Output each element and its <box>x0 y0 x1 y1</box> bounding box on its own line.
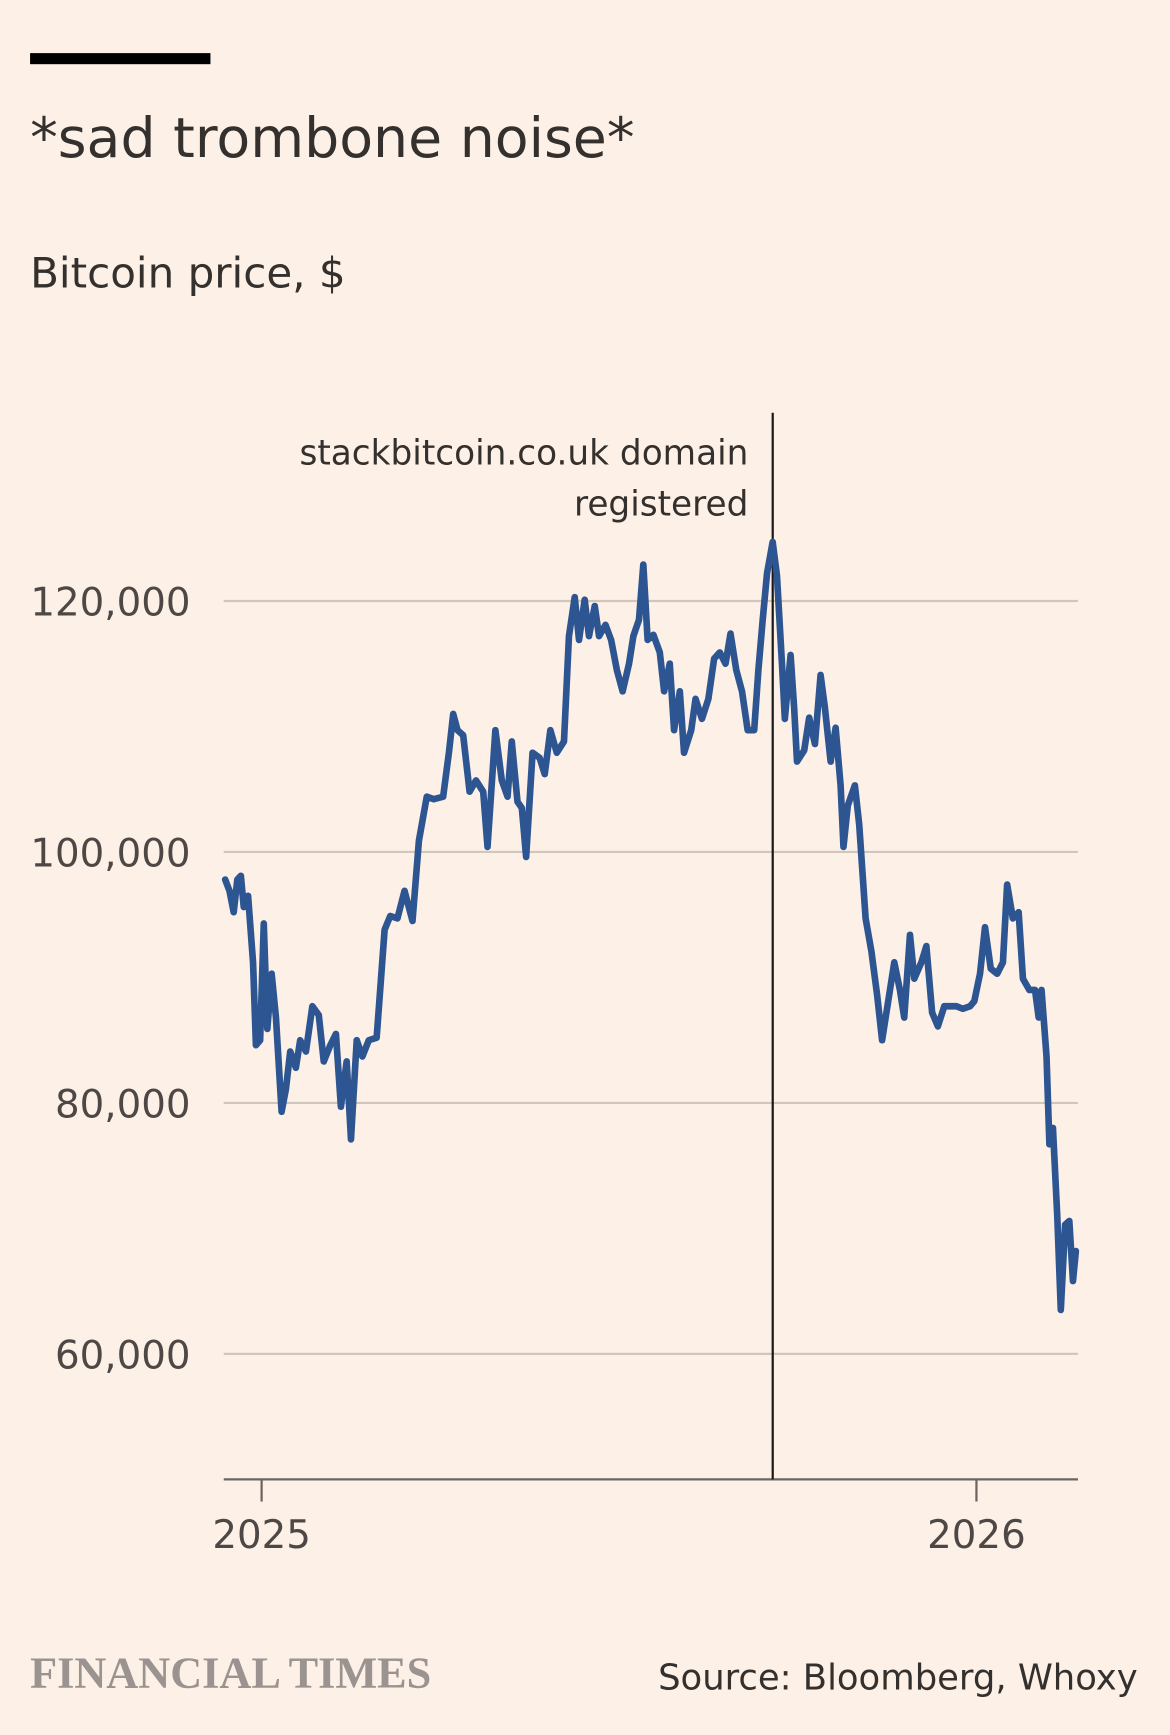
annotation-text: registered <box>574 485 748 525</box>
y-tick-label: 80,000 <box>55 1082 190 1127</box>
annotation-text: stackbitcoin.co.uk domain <box>299 434 748 474</box>
title-bar <box>30 53 211 65</box>
y-tick-label: 120,000 <box>30 580 190 625</box>
brand-logo: FINANCIAL TIMES <box>30 1648 431 1697</box>
x-tick-label: 2026 <box>927 1513 1026 1558</box>
y-tick-label: 100,000 <box>30 831 190 876</box>
price-line <box>221 538 1080 1314</box>
y-tick-label: 60,000 <box>55 1333 190 1378</box>
chart-subtitle: Bitcoin price, $ <box>30 249 346 298</box>
source-note: Source: Bloomberg, Whoxy <box>658 1658 1138 1699</box>
chart-title: *sad trombone noise* <box>30 107 634 171</box>
x-tick-label: 2025 <box>212 1513 311 1558</box>
